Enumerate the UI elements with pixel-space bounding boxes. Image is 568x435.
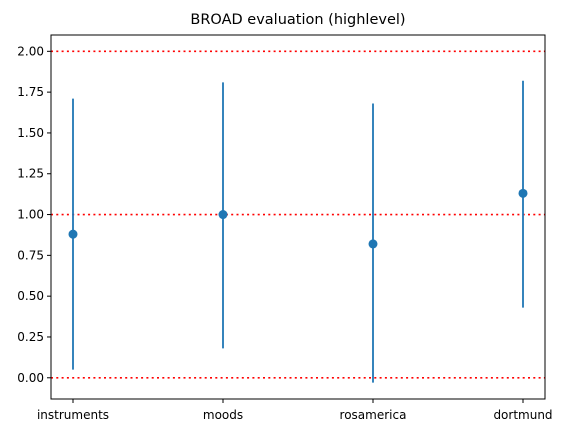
x-tick-label: dortmund [493,408,552,422]
axes-frame [50,34,546,400]
data-point [518,188,528,198]
chart-title: BROAD evaluation (highlevel) [190,12,405,28]
plot-area [51,50,545,383]
y-tick-label: 1.25 [17,167,44,181]
data-point [218,210,228,220]
axis-ticks: 0.00 0.25 0.50 0.75 1.00 1.25 1.50 1.75 2.00 inst… [17,44,552,422]
y-tick-label: 1.75 [17,85,44,99]
y-tick-label: 0.00 [17,371,44,385]
x-tick-label: instruments [37,408,109,422]
x-tick-label: moods [203,408,243,422]
y-tick-label: 1.00 [17,208,44,222]
data-point [68,229,78,239]
x-tick-label: rosamerica [340,408,407,422]
y-tick-label: 2.00 [17,44,44,58]
y-tick-label: 0.75 [17,248,44,262]
y-tick-label: 0.25 [17,330,44,344]
y-tick-label: 0.50 [17,289,44,303]
data-point [368,239,378,249]
y-tick-label: 1.50 [17,126,44,140]
